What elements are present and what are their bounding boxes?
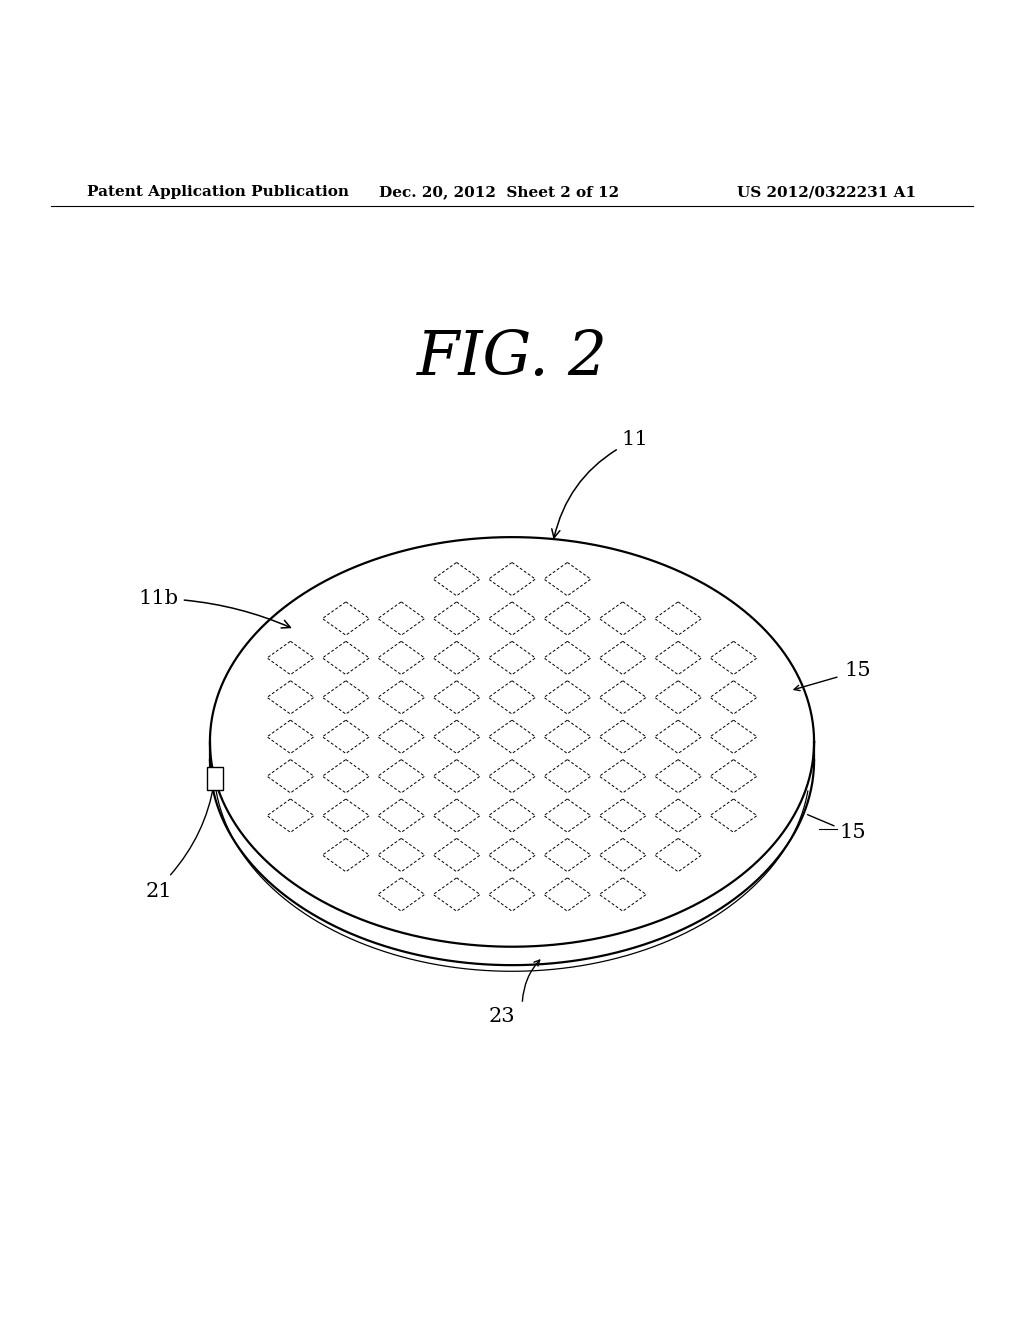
Text: 11b: 11b — [138, 589, 291, 628]
Text: 15: 15 — [845, 661, 871, 680]
Bar — [207, 767, 223, 789]
Polygon shape — [210, 537, 814, 946]
Text: Dec. 20, 2012  Sheet 2 of 12: Dec. 20, 2012 Sheet 2 of 12 — [379, 185, 618, 199]
Text: Patent Application Publication: Patent Application Publication — [87, 185, 349, 199]
Text: 11: 11 — [552, 430, 648, 537]
Text: 15: 15 — [840, 822, 866, 842]
Text: FIG. 2: FIG. 2 — [417, 327, 607, 388]
Text: 23: 23 — [488, 1007, 515, 1026]
Text: 21: 21 — [145, 882, 172, 900]
Text: US 2012/0322231 A1: US 2012/0322231 A1 — [737, 185, 916, 199]
